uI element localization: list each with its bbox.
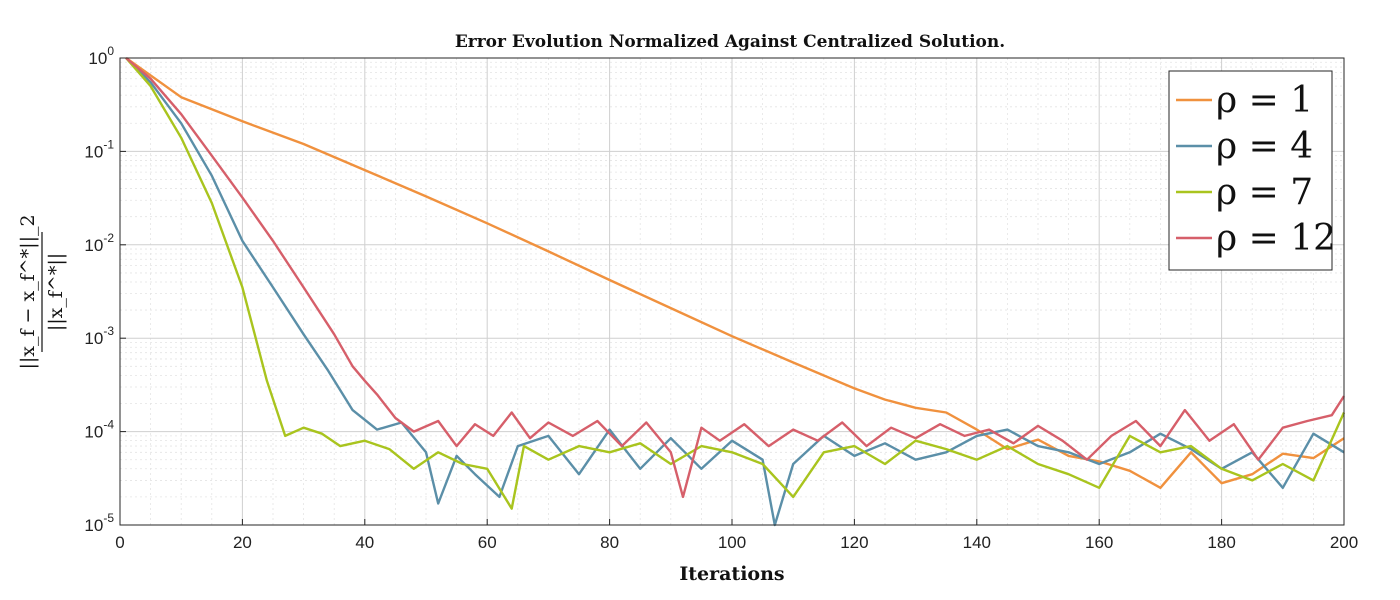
x-tick-label: 180	[1207, 533, 1235, 552]
y-axis-label-numerator: ||x_f − x_f^*||_2	[17, 214, 39, 369]
x-axis-label: Iterations	[679, 563, 784, 585]
y-axis-label-denominator: ||x_f^*||	[45, 253, 67, 331]
series-line-3	[125, 57, 1346, 510]
x-tick-label: 140	[963, 533, 991, 552]
y-tick-label: 10-5	[84, 511, 114, 535]
y-tick-labels: 100 10-1 10-2 10-3 10-4 10-5	[84, 44, 126, 535]
series-line-2	[125, 57, 1345, 527]
x-tick-label: 40	[355, 533, 374, 552]
y-tick-label: 10-4	[84, 418, 114, 442]
series-lines	[125, 57, 1346, 527]
y-tick-label: 10-1	[84, 137, 114, 161]
series-line-4	[125, 57, 1346, 499]
series-line-1	[125, 57, 1345, 489]
legend: ρ = 1 ρ = 4 ρ = 7 ρ = 12	[1168, 70, 1336, 271]
legend-label-1: ρ = 1	[1216, 80, 1313, 121]
legend-label-3: ρ = 7	[1216, 172, 1313, 213]
y-tick-label: 100	[88, 44, 114, 68]
legend-label-2: ρ = 4	[1216, 126, 1313, 167]
x-tick-label: 20	[233, 533, 252, 552]
chart-title: Error Evolution Normalized Against Centr…	[455, 32, 1005, 52]
x-tick-label: 80	[600, 533, 619, 552]
x-tick-label: 60	[478, 533, 497, 552]
y-tick-label: 10-3	[84, 324, 114, 348]
x-tick-label: 200	[1330, 533, 1358, 552]
y-axis-label: ||x_f − x_f^*||_2 ||x_f^*||	[17, 214, 67, 369]
x-tick-label: 160	[1085, 533, 1113, 552]
legend-label-4: ρ = 12	[1216, 218, 1336, 259]
x-tick-labels: 0 20 40 60 80 100 120 140 160 180 200	[115, 519, 1358, 552]
x-tick-label: 100	[718, 533, 746, 552]
x-tick-label: 0	[115, 533, 124, 552]
y-tick-label: 10-2	[84, 231, 114, 255]
x-tick-label: 120	[840, 533, 868, 552]
